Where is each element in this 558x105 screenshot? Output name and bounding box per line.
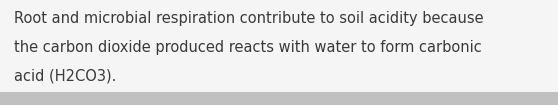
Text: the carbon dioxide produced reacts with water to form carbonic: the carbon dioxide produced reacts with …	[14, 40, 482, 55]
Text: Root and microbial respiration contribute to soil acidity because: Root and microbial respiration contribut…	[14, 11, 484, 26]
Bar	[0, 92, 558, 105]
Text: acid (H2CO3).: acid (H2CO3).	[14, 68, 116, 83]
